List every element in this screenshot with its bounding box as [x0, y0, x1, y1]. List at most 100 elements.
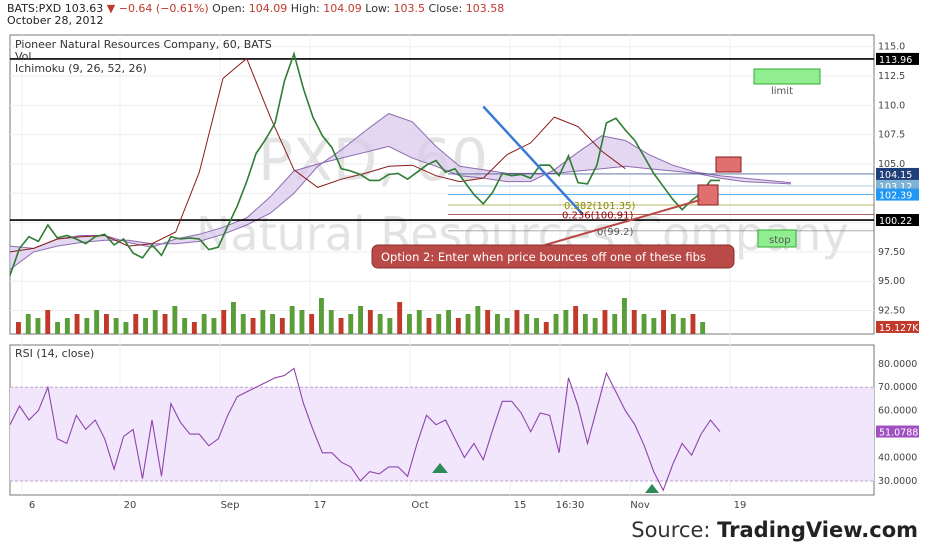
callout-pointer: [544, 199, 701, 246]
volume-bar: [651, 318, 657, 334]
rsi-line: [9, 367, 721, 492]
volume-bar: [700, 322, 706, 334]
high-label: High:: [290, 2, 320, 15]
volume-bar: [191, 322, 197, 334]
volume-bar: [358, 306, 363, 334]
price-tag: [876, 320, 919, 333]
close-value: 103.58: [465, 2, 505, 15]
price-tag-label: 104.15: [879, 170, 912, 181]
rsi-up-arrow-icon: [432, 463, 448, 473]
volume-bar: [602, 310, 608, 334]
last-price: 103.63: [64, 2, 104, 15]
callout-text: Option 2: Enter when price bounces off o…: [381, 250, 706, 264]
stop-box: [757, 229, 797, 248]
volume-bar: [495, 314, 500, 334]
volume-bar: [172, 306, 178, 334]
low-value: 103.5: [393, 2, 426, 15]
price-tag-label: 100.22: [879, 216, 912, 227]
ichimoku-label: Ichimoku (9, 26, 52, 26): [15, 62, 147, 75]
volume-bar: [504, 318, 510, 334]
volume-bar: [299, 310, 305, 334]
volume-bar: [377, 314, 383, 334]
volume-bar: [55, 322, 60, 334]
volume-bar: [250, 318, 256, 334]
volume-bar: [367, 310, 373, 334]
volume-bar: [319, 298, 324, 334]
volume-bar: [123, 322, 129, 334]
volume-bar: [240, 314, 246, 334]
volume-bar: [553, 314, 559, 334]
volume-bar: [622, 298, 627, 334]
y-tick-label: 115.0: [878, 42, 905, 53]
rsi-title: RSI (14, close): [15, 347, 94, 360]
volume-bar: [289, 306, 295, 334]
lagging-span-line: [9, 57, 626, 253]
volume-bar: [670, 314, 676, 334]
volume-bar: [221, 310, 227, 334]
open-label: Open:: [212, 2, 246, 15]
x-tick-label: 16:30: [556, 500, 585, 511]
volume-bar: [485, 310, 491, 334]
volume-bar: [436, 314, 442, 334]
price-tag-label: 113.96: [879, 55, 912, 66]
volume-bar: [270, 314, 275, 334]
rsi-y-tick-label: 40.0000: [878, 453, 917, 464]
volume-bar: [201, 314, 207, 334]
rsi-y-tick-label: 70.0000: [878, 382, 917, 393]
volume-bar: [84, 318, 90, 334]
stop-label: stop: [769, 235, 791, 246]
volume-bar: [162, 314, 168, 334]
x-tick-label: Nov: [630, 500, 650, 511]
y-tick-label: 105.0: [878, 159, 905, 170]
volume-bar: [182, 318, 188, 334]
volume-bar: [309, 314, 315, 334]
volume-bar: [64, 318, 70, 334]
fib-label: 0.382(101.35): [564, 201, 636, 212]
price-tag: [876, 214, 919, 227]
pattern-box-upper: [715, 156, 742, 173]
volume-bar: [152, 310, 158, 334]
volume-bar: [465, 314, 471, 334]
volume-bar: [641, 314, 647, 334]
price-line: [9, 51, 720, 276]
limit-box: [753, 68, 821, 85]
price-tag: [876, 52, 919, 65]
source-credit: Source: TradingView.com: [631, 518, 918, 542]
volume-bar: [338, 318, 344, 334]
volume-bar: [543, 322, 549, 334]
volume-bar: [416, 310, 422, 334]
volume-bar: [455, 318, 461, 334]
limit-label: limit: [771, 86, 793, 97]
low-label: Low:: [365, 2, 391, 15]
y-tick-label: 95.00: [878, 276, 905, 287]
volume-bar: [45, 310, 51, 334]
volume-bar: [113, 318, 119, 334]
volume-bar: [680, 318, 686, 334]
volume-bar: [407, 314, 412, 334]
volume-bar: [328, 310, 334, 334]
volume-bar: [631, 310, 637, 334]
rsi-price-tag-label: 51.0788: [879, 428, 918, 439]
rsi-y-tick-label: 30.0000: [878, 476, 917, 487]
volume-bar: [397, 302, 403, 334]
volume-bar: [260, 310, 266, 334]
pattern-box-lower: [697, 184, 719, 206]
fib-label: 0(99.2): [597, 227, 634, 238]
volume-bar: [524, 314, 530, 334]
volume-bar: [143, 318, 148, 334]
volume-label: Vol: [15, 50, 31, 63]
volume-bar: [612, 314, 618, 334]
fib-label: 0.236(100.91): [562, 210, 634, 221]
rsi-up-arrow-icon: [645, 484, 659, 493]
price-change: ▼ −0.64 (−0.61%): [106, 2, 209, 15]
y-tick-label: 97.50: [878, 247, 905, 258]
chart-header: BATS:PXD 103.63 ▼ −0.64 (−0.61%) Open: 1…: [7, 2, 504, 15]
volume-bar: [563, 310, 569, 334]
volume-bar: [573, 306, 579, 334]
x-tick-label: 20: [124, 500, 137, 511]
volume-bar: [690, 314, 696, 334]
volume-bar: [475, 306, 481, 334]
price-tag-label: 15.127K: [879, 323, 919, 334]
x-tick-label: Oct: [411, 500, 428, 511]
